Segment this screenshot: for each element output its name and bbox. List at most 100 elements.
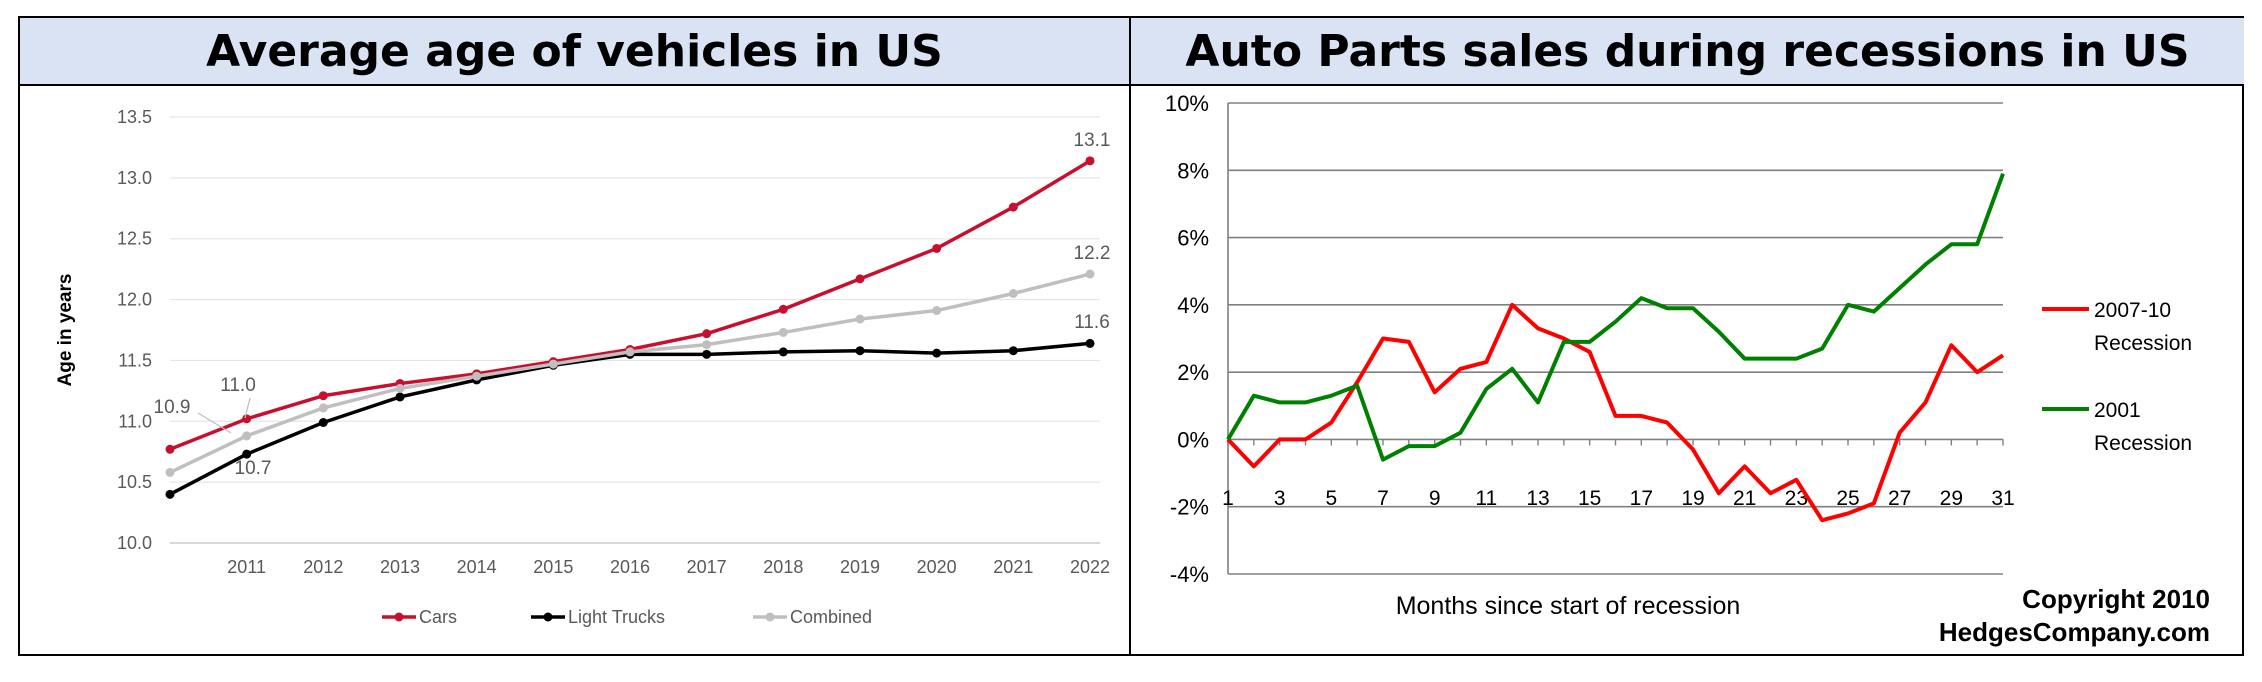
series-line-2001-recession (1226, 172, 2005, 462)
legend-label-light-trucks: Light Trucks (568, 607, 665, 627)
x-tick-label-left: 2018 (763, 557, 803, 577)
y-tick-label-left: 10.5 (117, 472, 152, 492)
data-point-combined (548, 359, 558, 369)
x-tick-label-right: 27 (1888, 487, 1911, 510)
legend-marker-light-trucks (543, 612, 553, 622)
data-point-light-trucks (1008, 346, 1018, 356)
y-tick-label-right: 6% (1177, 226, 1209, 251)
chart-frame: Average age of vehicles in US Auto Parts… (18, 16, 2244, 656)
y-tick-label-left: 11.0 (118, 411, 152, 431)
data-point-cars (1008, 202, 1018, 212)
data-point-cars (778, 304, 788, 314)
x-tick-label-right: 1 (1222, 487, 1234, 510)
data-point-cars (932, 243, 942, 253)
x-tick-label-right: 29 (1940, 487, 1963, 510)
data-point-combined (855, 314, 865, 324)
x-tick-label-left: 2012 (303, 557, 343, 577)
data-label-left: 11.6 (1074, 312, 1110, 333)
x-tick-label-right: 15 (1578, 487, 1601, 510)
x-tick-label-right: 21 (1733, 487, 1756, 510)
y-tick-label-right: -2% (1170, 495, 1209, 520)
y-tick-label-left: 13.5 (117, 107, 152, 127)
data-point-light-trucks (1085, 338, 1095, 348)
y-axis-title-left: Age in years (55, 274, 76, 387)
data-point-cars (165, 444, 175, 454)
x-tick-label-right: 3 (1274, 487, 1286, 510)
y-tick-label-right: -4% (1170, 562, 1209, 587)
x-tick-label-left: 2017 (687, 557, 727, 577)
legend-label-cars: Cars (419, 607, 457, 627)
data-label-left: 11.0 (220, 375, 256, 396)
y-tick-label-left: 12.0 (117, 290, 152, 310)
data-point-combined (318, 403, 328, 413)
y-tick-label-right: 0% (1177, 427, 1209, 452)
x-tick-label-left: 2021 (993, 557, 1033, 577)
y-tick-label-right: 4% (1177, 293, 1209, 318)
x-tick-label-left: 2013 (380, 557, 420, 577)
y-tick-label-left: 11.5 (118, 350, 152, 370)
data-point-light-trucks (702, 349, 712, 359)
x-tick-label-left: 2022 (1070, 557, 1110, 577)
x-tick-label-left: 2020 (917, 557, 957, 577)
x-tick-label-right: 7 (1377, 487, 1389, 510)
data-point-combined (1008, 288, 1018, 298)
y-tick-label-left: 10.0 (117, 533, 152, 553)
y-tick-label-right: 2% (1177, 360, 1209, 385)
x-tick-label-right: 25 (1836, 487, 1859, 510)
legend-label-combined: Combined (790, 607, 872, 627)
data-point-light-trucks (932, 348, 942, 358)
series-line-2007-10-recession (1226, 302, 2005, 523)
copyright-site: HedgesCompany.com (1939, 617, 2210, 647)
legend-label-2007-10-recession: Recession (2094, 332, 2192, 355)
data-point-cars (702, 329, 712, 339)
data-point-light-trucks (855, 346, 865, 356)
y-tick-label-right: 10% (1165, 91, 1209, 116)
data-point-light-trucks (242, 449, 252, 459)
x-tick-label-right: 13 (1526, 487, 1549, 510)
legend-marker-combined (765, 612, 775, 622)
left-panel-title: Average age of vehicles in US (20, 18, 1129, 86)
copyright-line: Copyright 2010 (2022, 584, 2210, 614)
data-label-left: 13.1 (1074, 130, 1111, 151)
x-tick-label-right: 11 (1475, 487, 1497, 510)
data-point-cars (855, 274, 865, 284)
data-point-combined (1085, 269, 1095, 279)
y-tick-label-right: 8% (1177, 158, 1209, 183)
x-tick-label-left: 2014 (457, 557, 497, 577)
panel-divider (1129, 18, 1131, 654)
data-point-combined (395, 383, 405, 393)
series-line-light-trucks (169, 341, 1091, 496)
data-point-light-trucks (165, 489, 175, 499)
legend-label-2001-recession: Recession (2094, 432, 2192, 455)
x-tick-label-right: 31 (1991, 487, 2014, 510)
data-point-combined (702, 340, 712, 350)
legend-marker-cars (394, 612, 404, 622)
series-line-cars (169, 159, 1091, 451)
x-tick-label-right: 9 (1429, 487, 1441, 510)
y-tick-label-left: 13.0 (117, 168, 152, 188)
data-point-cars (1085, 156, 1095, 166)
data-point-combined (242, 431, 252, 441)
data-point-light-trucks (318, 418, 328, 428)
x-tick-label-left: 2015 (533, 557, 573, 577)
series-line-combined (169, 272, 1091, 474)
leader-line-cars (244, 397, 251, 419)
data-point-combined (625, 347, 635, 357)
legend-label-2001-recession: 2001 (2094, 399, 2141, 422)
data-point-light-trucks (778, 347, 788, 357)
x-tick-label-right: 5 (1325, 487, 1337, 510)
data-point-combined (472, 371, 482, 381)
data-point-combined (778, 327, 788, 337)
data-point-cars (242, 414, 252, 424)
x-tick-label-left: 2016 (610, 557, 650, 577)
x-axis-title-right: Months since start of recession (1396, 592, 1741, 620)
right-panel-title: Auto Parts sales during recessions in US (1131, 18, 2244, 86)
data-point-combined (165, 467, 175, 477)
data-label-left: 10.7 (235, 458, 272, 479)
x-tick-label-right: 17 (1630, 487, 1653, 510)
x-tick-label-left: 2011 (227, 557, 266, 577)
y-tick-label-left: 12.5 (117, 229, 152, 249)
x-tick-label-right: 19 (1681, 487, 1704, 510)
data-label-left: 12.2 (1074, 243, 1111, 264)
